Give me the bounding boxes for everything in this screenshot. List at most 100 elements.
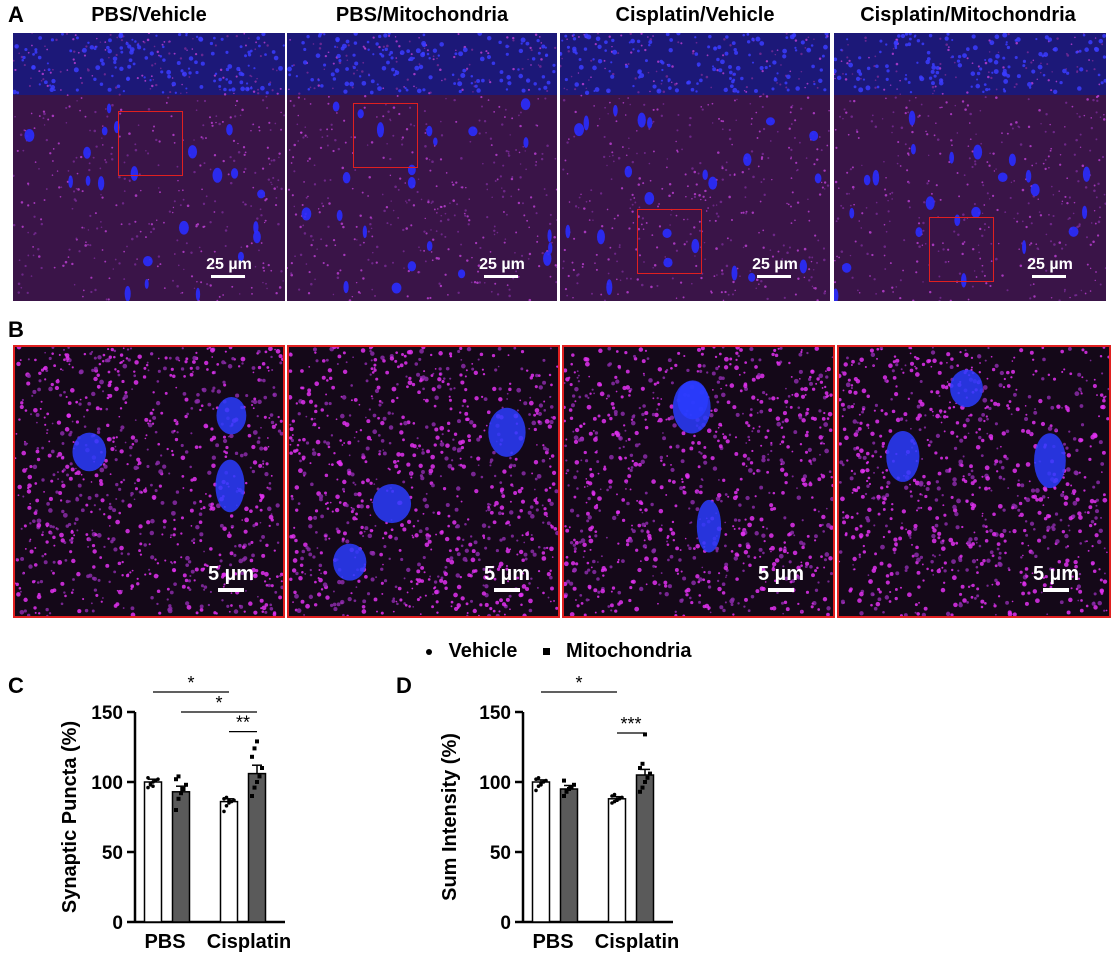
scale-bar: [494, 588, 520, 592]
scale-bar: [218, 588, 244, 592]
nuclei-texture: [13, 33, 285, 301]
panel-letter: C: [8, 673, 24, 698]
data-point: [564, 788, 569, 793]
x-tick-label: Cisplatin: [595, 931, 679, 953]
data-point: [148, 781, 153, 786]
micrograph-b-cisplatin-vehicle: [562, 345, 835, 618]
data-point: [638, 766, 642, 770]
data-point: [612, 792, 617, 797]
title-pbs-vehicle: PBS/Vehicle: [91, 4, 207, 26]
panel-b-letter: B: [8, 317, 24, 342]
micrograph-b-cisplatin-mitochondria: [837, 345, 1111, 618]
scale-bar: [1043, 588, 1069, 592]
data-point: [227, 798, 231, 802]
data-point: [620, 795, 624, 800]
bar-mitochondria-cisplatin: [635, 774, 655, 923]
data-point: [544, 778, 548, 783]
scale-label: 25 µm: [479, 256, 525, 273]
data-point: [252, 785, 257, 790]
data-point: [640, 761, 645, 766]
y-tick-label: 150: [91, 703, 123, 724]
nuclei-texture: [672, 380, 722, 553]
chart-d: D Sum Intensity (%) 0 50 100 150 PBS Cisplatin *…: [396, 673, 679, 953]
legend: Vehicle Mitochondria: [0, 640, 1118, 663]
puncta-texture: [13, 33, 285, 301]
nuclei-texture: [72, 396, 247, 513]
data-point: [250, 794, 254, 798]
data-point: [146, 776, 150, 780]
data-point: [562, 778, 566, 783]
scale-label: 25 µm: [752, 256, 798, 273]
significance-label: *: [187, 673, 194, 693]
data-point: [255, 780, 259, 784]
puncta-texture: [839, 347, 1109, 616]
micrograph-b-pbs-mitochondria: [287, 345, 560, 618]
y-tick-label: 50: [102, 843, 123, 864]
scale-label: 5 µm: [1033, 563, 1079, 585]
panel-letter: D: [396, 673, 412, 698]
data-point: [534, 788, 538, 793]
data-point: [252, 746, 257, 751]
scale-label: 5 µm: [208, 563, 254, 585]
data-point: [146, 785, 150, 790]
scale-label: 5 µm: [484, 563, 530, 585]
data-point: [260, 766, 264, 770]
data-point: [539, 783, 543, 787]
x-tick-label: PBS: [532, 931, 573, 953]
data-point: [536, 776, 541, 780]
data-point: [643, 780, 647, 784]
data-point: [151, 784, 155, 788]
micrograph-a-cisplatin-vehicle: [560, 33, 830, 301]
scale-bar: [211, 275, 245, 278]
bar-vehicle-pbs: [531, 781, 551, 923]
data-point: [184, 782, 188, 787]
nuclei-texture: [834, 33, 1106, 301]
y-tick-label: 0: [112, 913, 123, 934]
nuclei-texture: [560, 33, 829, 296]
x-tick-label: PBS: [144, 931, 185, 953]
title-cisplatin-vehicle: Cisplatin/Vehicle: [615, 4, 775, 26]
y-axis-label: Sum Intensity (%): [439, 733, 461, 901]
bar-vehicle-cisplatin: [607, 798, 627, 923]
scale-bar: [768, 588, 794, 592]
legend-mitochondria: Mitochondria: [565, 640, 692, 662]
data-point: [181, 787, 186, 791]
scale-label: 25 µm: [1027, 256, 1073, 273]
data-point: [638, 789, 642, 794]
bar-mitochondria-pbs: [559, 788, 579, 923]
data-point: [615, 798, 619, 802]
data-point: [176, 796, 181, 801]
x-tick-label: Cisplatin: [207, 931, 291, 953]
cell-layer: [834, 33, 1106, 95]
significance-label: **: [236, 713, 250, 733]
data-point: [572, 782, 576, 787]
puncta-texture: [15, 347, 283, 616]
nuclei-texture: [333, 407, 526, 581]
cell-layer: [560, 33, 830, 95]
nuclei-texture: [886, 369, 1066, 489]
micrograph-a-cisplatin-mitochondria: [834, 33, 1106, 301]
chart-c: C Synaptic Puncta (%) 0 50 100 150 PBS Cisplati…: [8, 673, 291, 953]
data-point: [255, 739, 259, 744]
data-point: [224, 795, 229, 800]
micrograph-b-pbs-vehicle: [13, 345, 285, 618]
y-tick-label: 100: [91, 773, 123, 794]
zoom-box: [637, 209, 702, 274]
data-point: [224, 804, 229, 808]
significance-label: *: [215, 693, 222, 713]
data-point: [643, 732, 647, 737]
legend-vehicle: Vehicle: [448, 640, 518, 662]
data-point: [222, 809, 226, 814]
data-point: [567, 787, 571, 791]
data-point: [250, 754, 254, 759]
data-point: [174, 777, 178, 782]
data-point: [569, 785, 574, 790]
data-point: [645, 775, 650, 780]
y-tick-label: 0: [500, 913, 511, 934]
tissue-background: [289, 347, 558, 616]
micrograph-a-pbs-mitochondria: [287, 33, 557, 301]
scale-bar: [757, 275, 791, 278]
title-cisplatin-mitochondria: Cisplatin/Mitochondria: [860, 4, 1076, 26]
data-point: [174, 808, 178, 812]
micrograph-a-pbs-vehicle: [13, 33, 285, 301]
